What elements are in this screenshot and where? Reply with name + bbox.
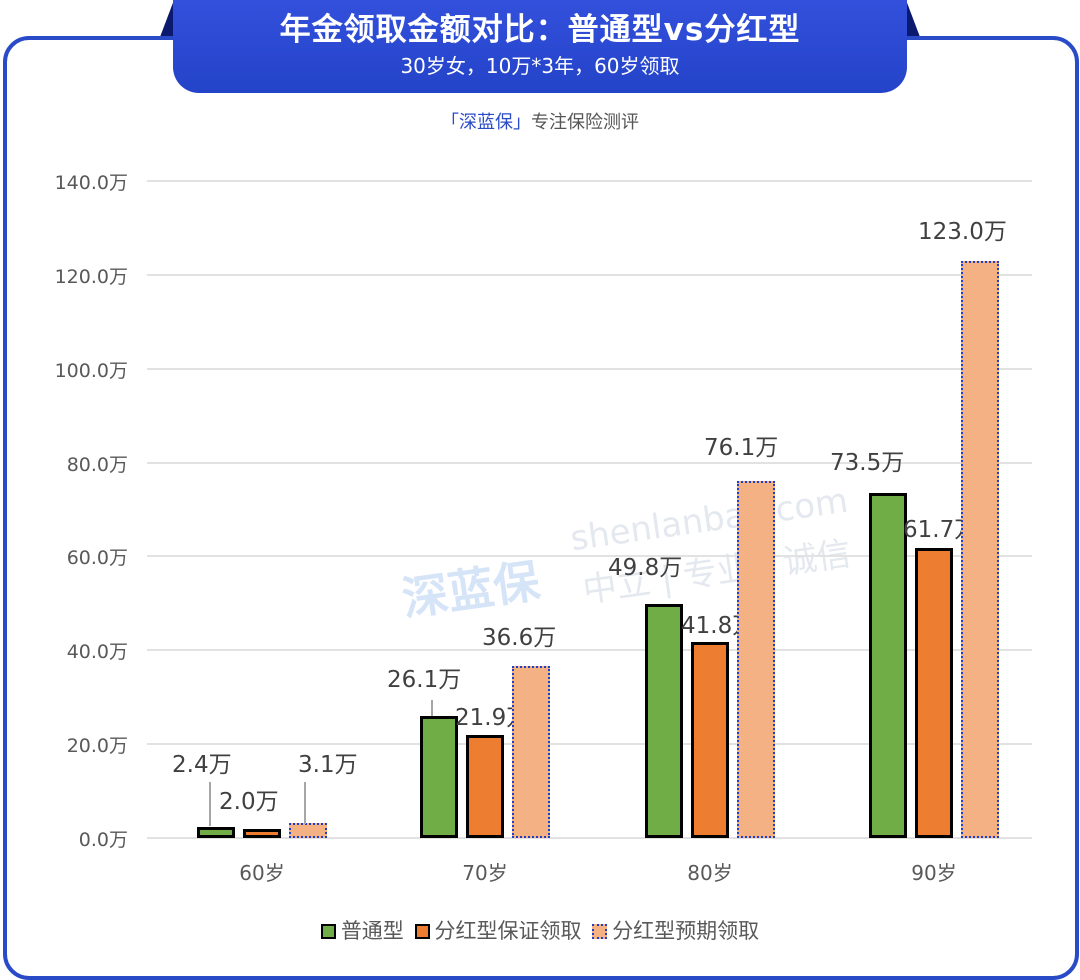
data-label: 73.5万 [830, 450, 905, 476]
gridline [147, 273, 1032, 276]
data-label: 49.8万 [608, 555, 683, 581]
legend-item-普通型: 普通型 [320, 915, 404, 945]
x-tick-label: 90岁 [911, 861, 957, 885]
brand-name: 深蓝保 [459, 112, 513, 133]
bar-普通型-70岁 [420, 715, 458, 838]
legend-label: 分红型预期领取 [612, 919, 760, 943]
bar-普通型-60岁 [197, 826, 235, 838]
bar-分红型保证领取-70岁 [466, 735, 504, 838]
y-tick-label: 0.0万 [78, 829, 128, 851]
y-tick-label: 60.0万 [66, 547, 128, 570]
label-leader-line [304, 782, 306, 824]
legend-label: 分红型保证领取 [434, 919, 582, 943]
data-label: 26.1万 [387, 667, 462, 693]
bar-分红型预期领取-60岁 [289, 823, 327, 838]
data-label: 2.0万 [219, 789, 279, 815]
brand-close-bracket: 」 [513, 112, 531, 133]
bar-普通型-90岁 [869, 493, 907, 838]
legend-item-分红型预期领取: 分红型预期领取 [592, 915, 759, 945]
brand-open-bracket: 「 [441, 112, 459, 133]
bar-分红型保证领取-80岁 [691, 641, 729, 838]
data-label: 3.1万 [298, 752, 358, 778]
legend: 普通型 分红型保证领取 分红型预期领取 [0, 915, 1080, 945]
brand-line: 「深蓝保」专注保险测评 [0, 108, 1080, 134]
data-label: 76.1万 [704, 435, 779, 461]
x-tick-label: 60岁 [239, 861, 285, 885]
legend-swatch-green-icon [320, 924, 336, 939]
y-tick-label: 100.0万 [54, 359, 128, 382]
legend-swatch-peach-dotted-icon [592, 924, 608, 939]
legend-swatch-orange-icon [414, 924, 430, 939]
banner-ribbon-left [160, 0, 174, 37]
data-label: 2.4万 [172, 752, 232, 778]
legend-label: 普通型 [340, 919, 404, 943]
brand-tagline: 专注保险测评 [531, 112, 639, 133]
y-tick-label: 80.0万 [66, 453, 128, 476]
y-tick-label: 20.0万 [66, 735, 128, 758]
gridline [147, 180, 1032, 182]
label-leader-line [431, 700, 433, 716]
legend-item-分红型保证领取: 分红型保证领取 [414, 915, 582, 945]
data-label: 36.6万 [482, 625, 557, 651]
x-tick-label: 70岁 [462, 861, 508, 885]
chart-title: 年金领取金额对比：普通型vs分红型 [279, 12, 801, 48]
bar-分红型保证领取-90岁 [915, 548, 953, 838]
label-leader-line [209, 782, 211, 826]
bar-分红型保证领取-60岁 [243, 828, 281, 838]
data-label: 123.0万 [918, 219, 1007, 245]
bar-普通型-80岁 [645, 604, 683, 838]
chart-subtitle: 30岁女，10万*3年，60岁领取 [400, 54, 680, 78]
gridline [147, 837, 1032, 839]
gridline [147, 555, 1032, 558]
title-banner: 年金领取金额对比：普通型vs分红型 30岁女，10万*3年，60岁领取 [173, 0, 907, 93]
gridline [147, 743, 1032, 746]
y-tick-label: 140.0万 [54, 172, 128, 194]
bar-分红型预期领取-90岁 [961, 260, 999, 838]
gridline [147, 649, 1032, 652]
gridline [147, 461, 1032, 464]
y-tick-label: 40.0万 [66, 641, 128, 664]
y-tick-label: 120.0万 [54, 265, 128, 288]
bar-分红型预期领取-70岁 [512, 666, 550, 838]
banner-ribbon-right [906, 0, 920, 37]
x-tick-label: 80岁 [687, 861, 733, 885]
bar-分红型预期领取-80岁 [737, 480, 775, 838]
gridline [147, 367, 1032, 370]
